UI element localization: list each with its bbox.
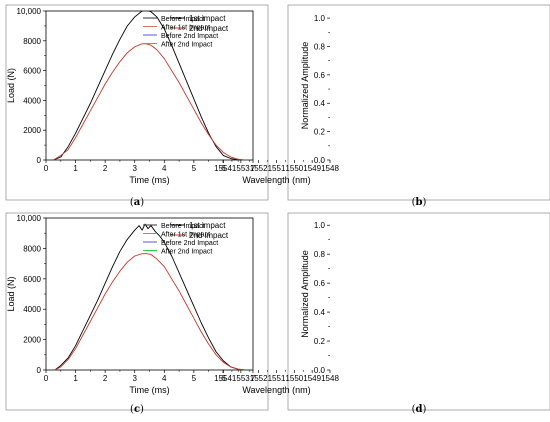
x-tick-label-c-4: 4: [162, 374, 167, 383]
x-tick-label-c-3: 3: [132, 374, 137, 383]
panel-label-b: (b): [412, 197, 427, 208]
y-axis-label-b: Normalized Amplitude: [300, 42, 310, 130]
legend-label-a-1: 2nd impact: [189, 24, 229, 33]
x-tick-label-c-0: 0: [44, 374, 49, 383]
x-tick-label-a-2: 2: [103, 164, 108, 173]
panel-frame-d: [287, 212, 550, 411]
x-tick-label-c-6: 6: [221, 374, 226, 383]
legend-label-d-0: Before Impact: [161, 223, 205, 230]
legend-label-c-1: 2nd impact: [189, 231, 229, 240]
y-tick-label-a-0: 0: [37, 156, 42, 165]
x-tick-label-c-1: 1: [73, 374, 78, 383]
x-tick-label-b-1: 1549: [303, 164, 321, 173]
y-tick-label-d-5: 1.0: [314, 221, 326, 230]
x-tick-label-a-1: 1: [73, 164, 78, 173]
x-tick-label-d-5: 1553: [232, 374, 250, 383]
legend-label-d-1: After 1st Impact: [161, 231, 210, 238]
x-tick-label-c-7: 7: [251, 374, 256, 383]
y-axis-label-a: Load (N): [6, 68, 16, 103]
y-tick-label-d-1: 0.2: [314, 337, 326, 346]
plot-area-a: [45, 10, 254, 161]
series-line-a-0: [53, 11, 239, 160]
y-axis-label-d: Normalized Amplitude: [300, 250, 310, 338]
y-tick-label-c-2: 4000: [23, 305, 41, 314]
x-tick-label-b-3: 1551: [268, 164, 286, 173]
y-tick-label-a-1: 2000: [23, 126, 41, 135]
x-tick-label-c-5: 5: [192, 374, 197, 383]
y-tick-label-a-3: 6000: [23, 67, 41, 76]
x-tick-label-d-3: 1551: [268, 374, 286, 383]
x-tick-label-d-0: 1548: [321, 374, 339, 383]
legend-label-b-1: After 1st Impact: [161, 24, 210, 31]
y-tick-label-a-4: 8000: [23, 37, 41, 46]
x-tick-label-d-6: 1554: [214, 374, 232, 383]
x-tick-label-a-6: 6: [221, 164, 226, 173]
y-tick-label-b-0: 0.0: [314, 156, 326, 165]
series-line-d-1: [223, 232, 330, 343]
panel-label-c: (c): [130, 404, 144, 415]
x-tick-label-d-4: 1552: [250, 374, 268, 383]
y-tick-label-b-5: 1.0: [314, 14, 326, 23]
y-tick-label-a-2: 4000: [23, 96, 41, 105]
y-tick-label-d-4: 0.8: [314, 250, 326, 259]
x-tick-label-b-5: 1553: [232, 164, 250, 173]
x-tick-label-d-1: 1549: [303, 374, 321, 383]
y-tick-label-d-3: 0.6: [314, 279, 326, 288]
x-axis-label-b: Wavelength (nm): [242, 175, 310, 185]
panel-frame-a: [5, 4, 269, 201]
y-tick-label-c-5: 10,000: [17, 214, 42, 223]
x-tick-label-b-0: 1548: [321, 164, 339, 173]
y-tick-label-c-0: 0: [37, 366, 42, 375]
legend-label-b-0: Before Impact: [161, 16, 205, 23]
legend-label-a-0: 1st impact: [189, 14, 226, 23]
y-tick-label-d-2: 0.4: [314, 308, 326, 317]
legend-label-c-0: 1st impact: [189, 221, 226, 230]
x-axis-label-d: Wavelength (nm): [242, 385, 310, 395]
series-line-c-0: [54, 223, 246, 370]
x-tick-label-b-6: 1554: [214, 164, 232, 173]
x-axis-label-c: Time (ms): [129, 385, 169, 395]
panel-frame-c: [5, 212, 269, 411]
y-tick-label-c-3: 6000: [23, 275, 41, 284]
y-tick-label-d-0: 0.0: [314, 366, 326, 375]
panel-label-d: (d): [412, 404, 427, 415]
y-tick-label-c-1: 2000: [23, 336, 41, 345]
y-tick-label-b-1: 0.2: [314, 128, 326, 137]
legend-label-d-2: Before 2nd Impact: [161, 240, 218, 247]
x-tick-label-a-3: 3: [132, 164, 137, 173]
x-tick-label-c-2: 2: [103, 374, 108, 383]
panel-frame-b: [287, 4, 550, 201]
legend-label-d-3: After 2nd Impact: [161, 248, 212, 255]
y-tick-label-c-4: 8000: [23, 244, 41, 253]
y-tick-label-b-3: 0.6: [314, 71, 326, 80]
x-tick-label-d-2: 1550: [285, 374, 303, 383]
x-tick-label-a-5: 5: [192, 164, 197, 173]
y-tick-label-a-5: 10,000: [17, 7, 42, 16]
legend-label-b-3: After 2nd Impact: [161, 41, 212, 48]
y-tick-label-b-4: 0.8: [314, 42, 326, 51]
x-tick-label-a-4: 4: [162, 164, 167, 173]
x-tick-label-b-4: 1552: [250, 164, 268, 173]
series-line-a-1: [53, 43, 246, 160]
legend-label-b-2: Before 2nd Impact: [161, 33, 218, 40]
x-axis-label-a: Time (ms): [129, 175, 169, 185]
x-tick-label-b-2: 1550: [285, 164, 303, 173]
plot-area-c: [45, 217, 254, 371]
y-tick-label-b-2: 0.4: [314, 99, 326, 108]
x-tick-label-a-7: 7: [251, 164, 256, 173]
y-axis-label-c: Load (N): [6, 276, 16, 311]
x-tick-label-a-0: 0: [44, 164, 49, 173]
series-line-c-1: [54, 253, 246, 370]
panel-label-a: (a): [130, 197, 144, 208]
series-line-b-1: [223, 46, 330, 128]
